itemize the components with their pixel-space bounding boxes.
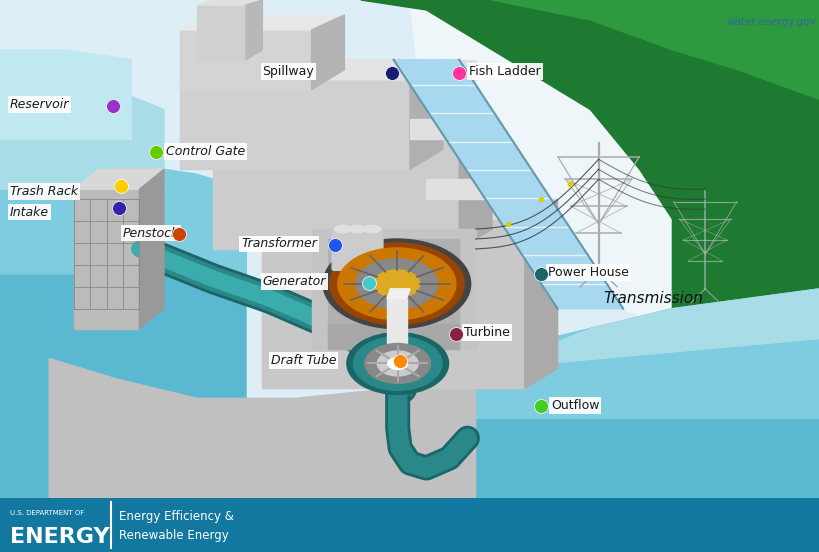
Ellipse shape (334, 225, 351, 233)
Text: Energy Efficiency &: Energy Efficiency & (119, 511, 233, 523)
Circle shape (373, 270, 419, 298)
Circle shape (329, 243, 464, 325)
Text: Draft Tube: Draft Tube (270, 354, 336, 367)
Text: Renewable Energy: Renewable Energy (119, 529, 229, 542)
Text: U.S. DEPARTMENT OF: U.S. DEPARTMENT OF (10, 510, 84, 516)
Text: Fish Ladder: Fish Ladder (468, 65, 541, 78)
Ellipse shape (364, 225, 380, 233)
Polygon shape (491, 0, 819, 99)
Polygon shape (459, 119, 491, 249)
Polygon shape (328, 323, 459, 348)
Polygon shape (328, 239, 459, 338)
Polygon shape (410, 0, 819, 323)
Polygon shape (393, 60, 622, 309)
Circle shape (353, 337, 441, 390)
Circle shape (355, 259, 437, 309)
Polygon shape (524, 199, 557, 389)
Polygon shape (393, 60, 475, 79)
Polygon shape (410, 119, 491, 140)
Polygon shape (180, 30, 311, 89)
FancyBboxPatch shape (361, 227, 382, 270)
Polygon shape (197, 0, 262, 5)
Ellipse shape (349, 225, 365, 233)
Text: Transformer: Transformer (241, 237, 317, 251)
Circle shape (364, 343, 430, 384)
Polygon shape (213, 140, 459, 249)
Polygon shape (387, 299, 406, 379)
Polygon shape (262, 199, 557, 219)
Text: Generator: Generator (262, 275, 325, 288)
Polygon shape (262, 219, 524, 389)
Circle shape (337, 248, 455, 320)
Text: Turbine: Turbine (464, 326, 509, 339)
Polygon shape (0, 199, 246, 498)
Polygon shape (74, 189, 139, 328)
Polygon shape (0, 164, 246, 274)
Text: Transmission: Transmission (603, 291, 703, 306)
Polygon shape (360, 0, 819, 309)
Text: Control Gate: Control Gate (165, 145, 245, 158)
Polygon shape (426, 179, 508, 199)
Circle shape (323, 239, 470, 328)
Text: water.energy.gov: water.energy.gov (726, 18, 815, 28)
Polygon shape (442, 289, 819, 418)
Text: Outflow: Outflow (550, 399, 599, 412)
Polygon shape (180, 15, 344, 30)
Polygon shape (197, 5, 246, 60)
Polygon shape (387, 289, 410, 299)
Polygon shape (180, 79, 410, 169)
Text: ENERGY: ENERGY (10, 527, 109, 547)
Text: Intake: Intake (10, 205, 49, 219)
Polygon shape (311, 229, 475, 348)
FancyBboxPatch shape (332, 227, 353, 270)
Polygon shape (442, 289, 819, 498)
Polygon shape (213, 119, 491, 140)
Polygon shape (139, 169, 164, 328)
Text: Trash Rack: Trash Rack (10, 185, 78, 198)
Polygon shape (74, 169, 164, 189)
Circle shape (346, 333, 448, 394)
Polygon shape (49, 358, 475, 498)
Polygon shape (0, 89, 164, 189)
Polygon shape (0, 50, 131, 140)
Text: Penstock: Penstock (123, 226, 179, 240)
Circle shape (377, 351, 418, 376)
Text: Power House: Power House (547, 267, 628, 279)
Polygon shape (410, 60, 442, 169)
Polygon shape (311, 15, 344, 89)
Polygon shape (246, 0, 262, 60)
FancyBboxPatch shape (346, 227, 368, 270)
Circle shape (387, 358, 407, 369)
Polygon shape (180, 60, 442, 79)
Text: Spillway: Spillway (262, 65, 314, 78)
Text: Reservoir: Reservoir (10, 98, 69, 111)
Polygon shape (491, 289, 819, 368)
